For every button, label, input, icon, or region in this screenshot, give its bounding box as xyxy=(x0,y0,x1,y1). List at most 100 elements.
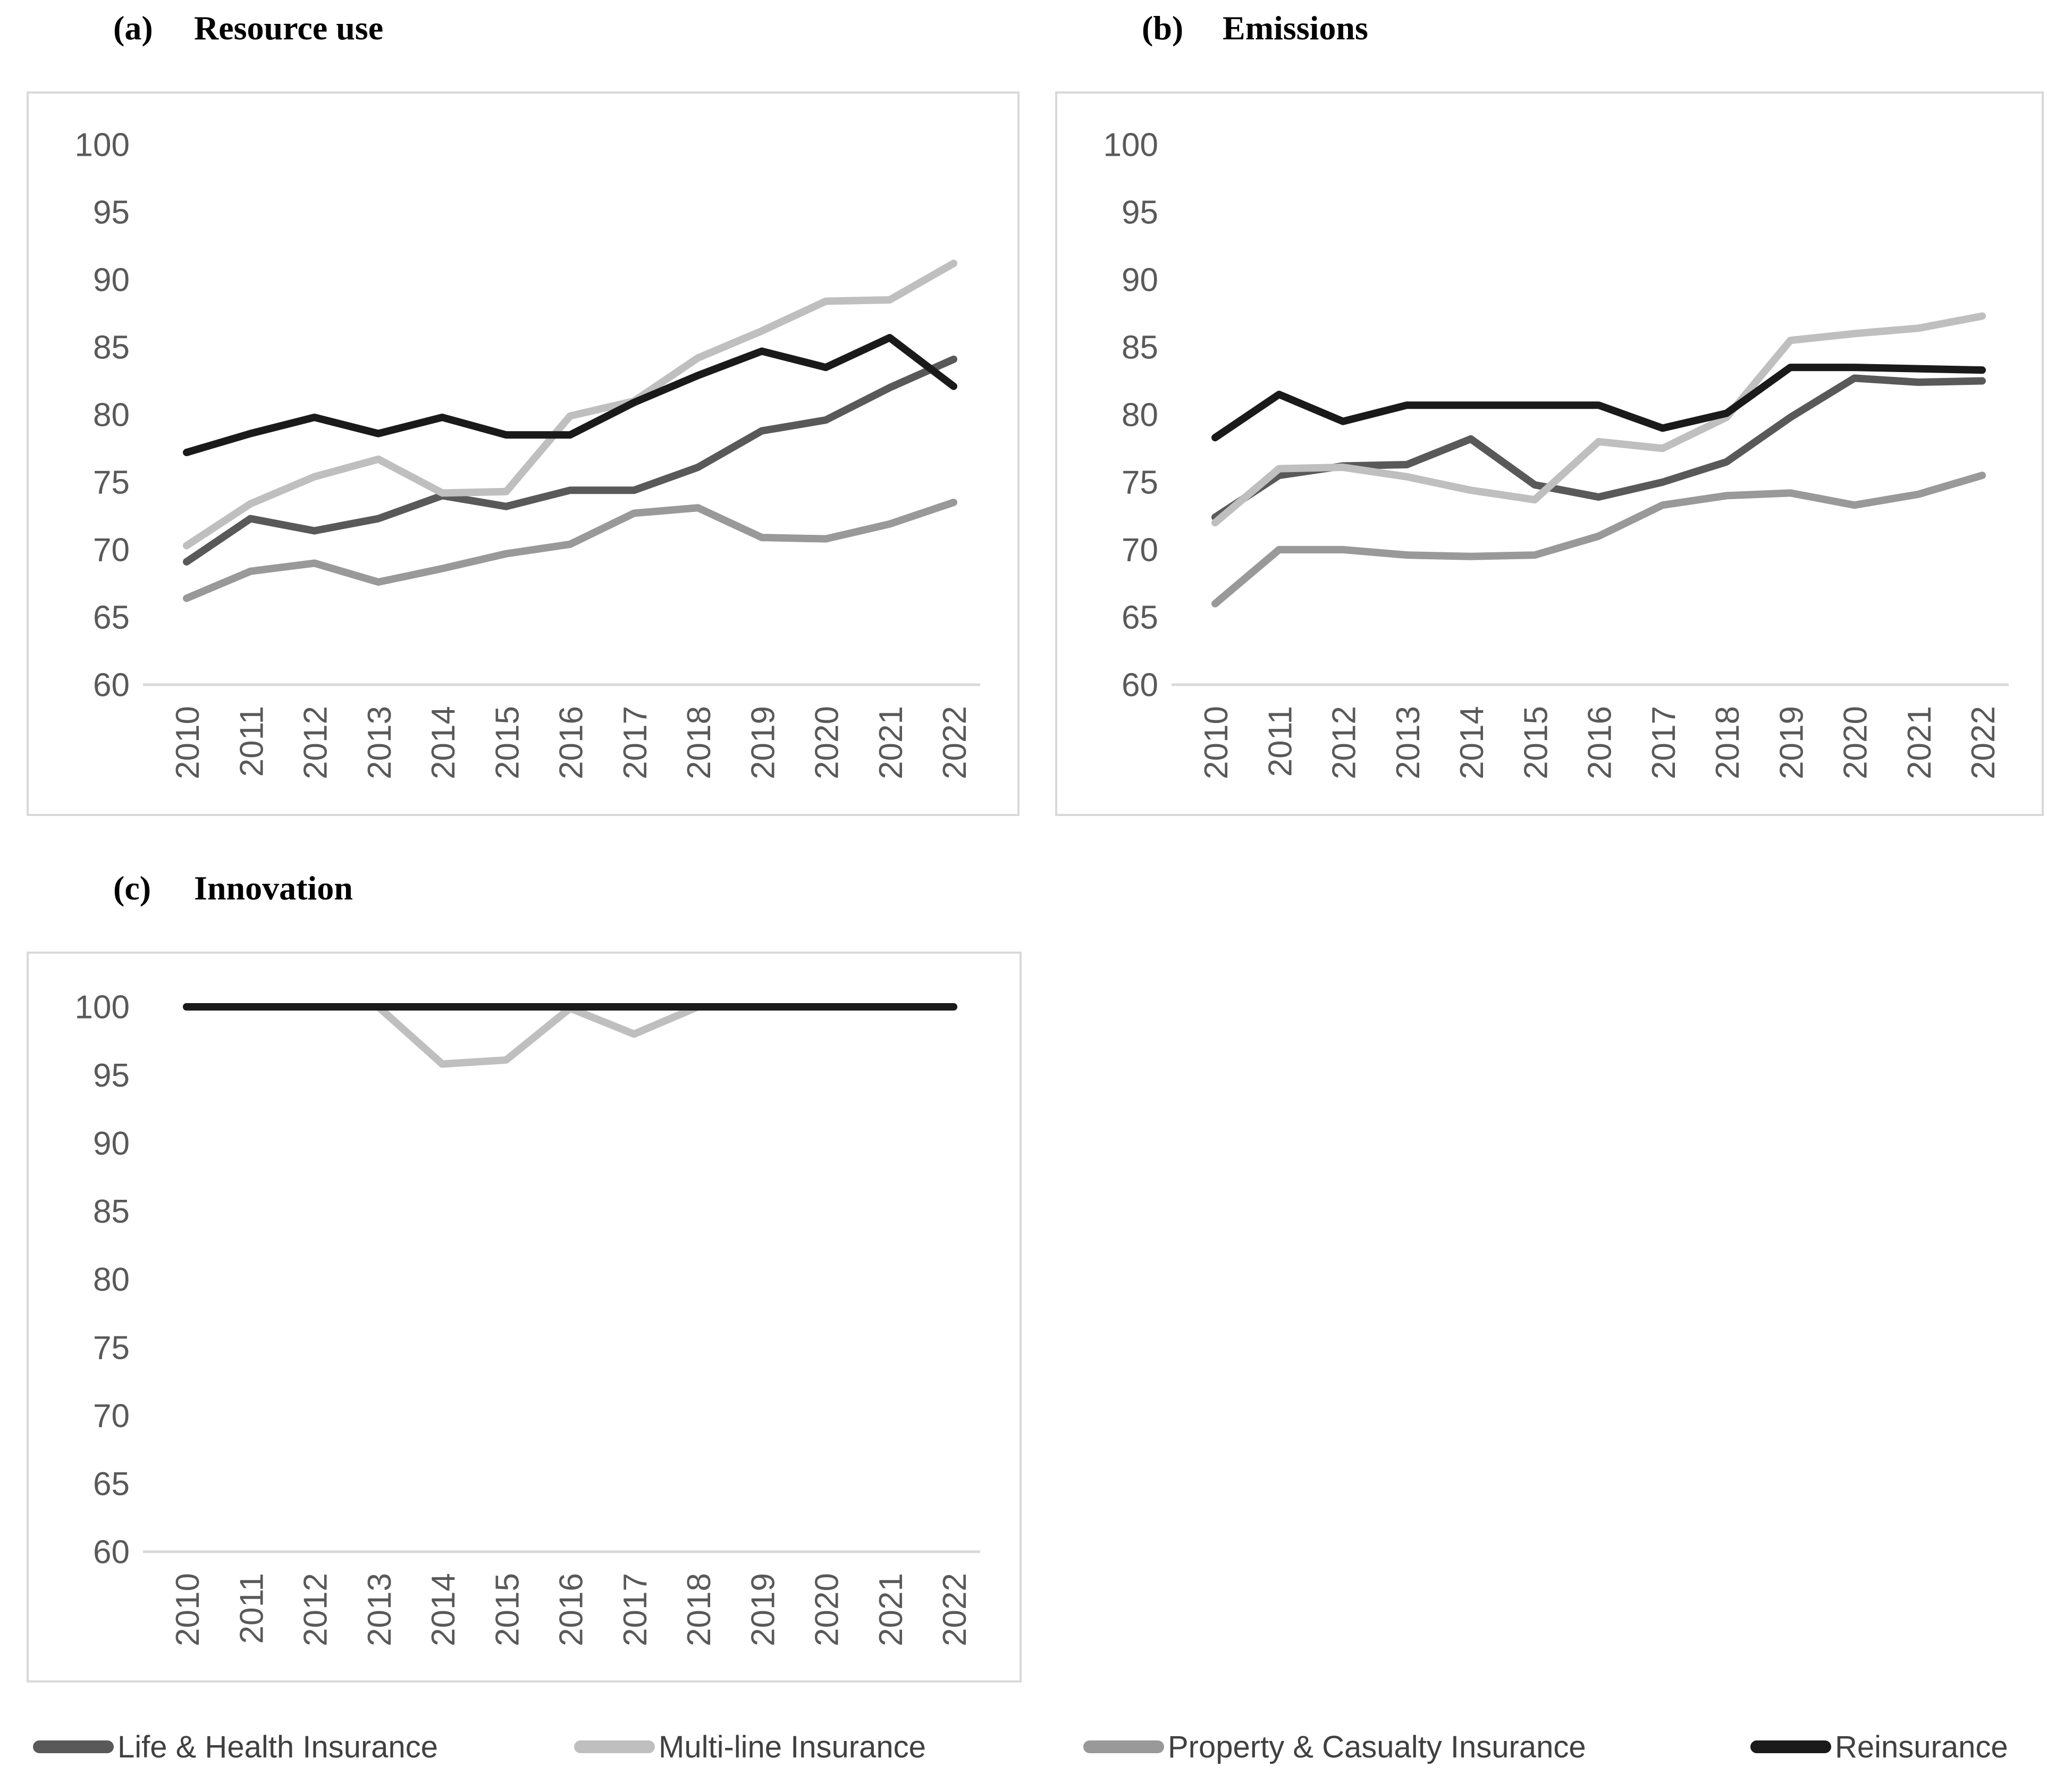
svg-text:2016: 2016 xyxy=(553,1573,590,1646)
panel-c-index-label: (c) xyxy=(113,869,151,907)
svg-text:2015: 2015 xyxy=(489,706,526,779)
svg-text:80: 80 xyxy=(93,1261,130,1298)
svg-text:60: 60 xyxy=(93,667,130,704)
svg-text:2017: 2017 xyxy=(617,1573,654,1646)
svg-text:2017: 2017 xyxy=(1646,706,1682,779)
legend-item-reinsurance: Reinsurance xyxy=(1750,1728,2008,1766)
svg-text:2019: 2019 xyxy=(745,706,781,779)
series-line-life-health-insurance xyxy=(183,355,957,566)
series-line-multi-line-insurance xyxy=(183,1003,957,1068)
panel-b-title: (b) Emissions xyxy=(1142,9,1368,48)
legend-item-multi-line: Multi-line Insurance xyxy=(574,1728,926,1766)
svg-text:2016: 2016 xyxy=(1582,706,1619,779)
svg-text:2016: 2016 xyxy=(553,706,590,779)
svg-text:2015: 2015 xyxy=(489,1573,526,1646)
svg-text:2022: 2022 xyxy=(937,1573,973,1646)
legend-label: Life & Health Insurance xyxy=(117,1729,438,1764)
svg-text:2021: 2021 xyxy=(873,706,909,779)
y-axis-tick-labels: 100 95 90 85 80 75 70 65 60 xyxy=(75,127,130,704)
panel-b-chart: 100 95 90 85 80 75 70 65 60 2010 2011 2012 2013 2014 2… xyxy=(1055,91,2044,816)
svg-text:75: 75 xyxy=(93,1330,130,1366)
panel-b-title-text: Emissions xyxy=(1223,9,1368,47)
svg-text:65: 65 xyxy=(93,600,130,636)
svg-text:95: 95 xyxy=(93,195,130,231)
svg-text:2014: 2014 xyxy=(1454,706,1490,779)
svg-text:70: 70 xyxy=(93,532,130,569)
svg-text:100: 100 xyxy=(75,989,130,1026)
legend-label: Property & Casualty Insurance xyxy=(1168,1729,1586,1764)
panel-c-title-text: Innovation xyxy=(194,869,353,907)
svg-text:2020: 2020 xyxy=(1838,706,1874,779)
series-line-multi-line-insurance xyxy=(183,259,957,550)
svg-text:75: 75 xyxy=(93,465,130,501)
svg-text:90: 90 xyxy=(1122,262,1158,299)
x-axis-tick-labels: 2010 2011 2012 2013 2014 2015 2016 2017 2018 2019… xyxy=(170,706,973,779)
panel-a-title-text: Resource use xyxy=(194,9,384,47)
series-line-reinsurance xyxy=(183,334,957,457)
svg-text:2022: 2022 xyxy=(937,706,973,779)
series-line-property-casualty-insurance xyxy=(1211,472,1986,608)
panel-b-index-label: (b) xyxy=(1142,9,1184,47)
series-line-reinsurance xyxy=(1211,364,1986,442)
svg-text:2010: 2010 xyxy=(170,1573,206,1646)
panel-c-title: (c) Innovation xyxy=(113,869,353,908)
svg-text:2018: 2018 xyxy=(681,706,718,779)
panel-a-index-label: (a) xyxy=(113,9,153,47)
svg-text:2010: 2010 xyxy=(170,706,206,779)
svg-text:90: 90 xyxy=(93,262,130,299)
x-axis-tick-labels: 2010 2011 2012 2013 2014 2015 2016 2017 2018 2019… xyxy=(170,1573,973,1646)
svg-text:2011: 2011 xyxy=(233,706,270,777)
legend-label: Multi-line Insurance xyxy=(659,1729,926,1764)
legend-item-property-casualty: Property & Casualty Insurance xyxy=(1083,1728,1586,1766)
life-health-line-swatch-icon xyxy=(33,1740,114,1753)
svg-text:2019: 2019 xyxy=(745,1573,781,1646)
svg-text:2021: 2021 xyxy=(1901,706,1938,779)
panel-a-title: (a) Resource use xyxy=(113,9,383,48)
svg-text:2018: 2018 xyxy=(1709,706,1746,779)
svg-text:2010: 2010 xyxy=(1198,706,1235,779)
svg-text:60: 60 xyxy=(1122,667,1158,704)
svg-text:85: 85 xyxy=(1122,330,1158,366)
svg-text:75: 75 xyxy=(1122,465,1158,501)
svg-text:2020: 2020 xyxy=(809,1573,846,1646)
svg-text:2017: 2017 xyxy=(617,706,654,779)
svg-text:2019: 2019 xyxy=(1773,706,1810,779)
x-axis-tick-labels: 2010 2011 2012 2013 2014 2015 2016 2017 2018 2019… xyxy=(1198,706,2002,779)
panel-c-chart: 100 95 90 85 80 75 70 65 60 2010 2011 2012 2013 2014 2… xyxy=(27,952,1022,1682)
series-line-multi-line-insurance xyxy=(1211,312,1986,527)
series-line-life-health-insurance xyxy=(1211,374,1986,521)
legend-item-life-health: Life & Health Insurance xyxy=(33,1728,438,1766)
svg-text:80: 80 xyxy=(1122,397,1158,434)
legend-label: Reinsurance xyxy=(1835,1729,2008,1764)
svg-text:100: 100 xyxy=(1103,127,1158,164)
panel-a-chart: 100 95 90 85 80 75 70 65 60 2010 2011 2012 2013 2014 2… xyxy=(27,91,1020,816)
svg-text:2015: 2015 xyxy=(1518,706,1554,779)
svg-text:95: 95 xyxy=(1122,195,1158,231)
svg-text:2012: 2012 xyxy=(298,706,334,779)
svg-text:65: 65 xyxy=(1122,600,1158,636)
y-axis-tick-labels: 100 95 90 85 80 75 70 65 60 xyxy=(75,989,130,1571)
svg-text:2013: 2013 xyxy=(1390,706,1427,779)
property-casualty-line-swatch-icon xyxy=(1083,1740,1164,1753)
multi-line-line-swatch-icon xyxy=(574,1740,655,1753)
svg-text:85: 85 xyxy=(93,330,130,366)
svg-text:2012: 2012 xyxy=(298,1573,334,1646)
svg-text:2012: 2012 xyxy=(1326,706,1363,779)
svg-text:65: 65 xyxy=(93,1466,130,1503)
svg-text:2013: 2013 xyxy=(361,1573,398,1646)
svg-text:2011: 2011 xyxy=(1262,706,1299,777)
svg-text:60: 60 xyxy=(93,1534,130,1571)
svg-text:70: 70 xyxy=(93,1398,130,1434)
svg-text:100: 100 xyxy=(75,127,130,164)
reinsurance-line-swatch-icon xyxy=(1750,1740,1831,1753)
svg-text:2018: 2018 xyxy=(681,1573,718,1646)
svg-text:2014: 2014 xyxy=(425,706,462,779)
svg-text:2021: 2021 xyxy=(873,1573,909,1646)
svg-text:90: 90 xyxy=(93,1125,130,1162)
svg-text:2020: 2020 xyxy=(809,706,846,779)
svg-text:2014: 2014 xyxy=(425,1573,462,1646)
